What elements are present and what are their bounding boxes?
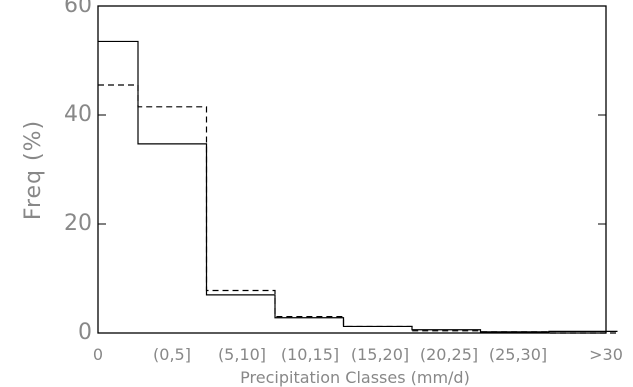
y-tick-label: 60: [64, 0, 92, 18]
x-tick-label: (20,25]: [420, 345, 478, 364]
x-tick-label: (0,5]: [153, 345, 191, 364]
x-tick-label: (10,15]: [281, 345, 339, 364]
x-tick-label: >30: [589, 345, 623, 364]
plot-frame: [97, 5, 607, 334]
y-tick-label: 40: [64, 102, 92, 127]
x-axis: 0 (0,5] (5,10] (10,15] (15,20] (20,25] (25,30]…: [93, 345, 623, 364]
series-dashed-line: [98, 84, 618, 334]
y-tick-label: 0: [78, 320, 92, 345]
series-solid-line: [98, 40, 618, 333]
y-axis-title: Freq (%): [21, 120, 46, 220]
x-tick-label: 0: [93, 345, 103, 364]
series-layer: [98, 40, 618, 334]
x-axis-title: Precipitation Classes (mm/d): [240, 368, 470, 387]
x-tick-label: (5,10]: [218, 345, 266, 364]
y-axis: 0 20 40 60: [64, 0, 606, 345]
y-tick-label: 20: [64, 211, 92, 236]
x-tick-label: (15,20]: [351, 345, 409, 364]
x-tick-label: (25,30]: [489, 345, 547, 364]
